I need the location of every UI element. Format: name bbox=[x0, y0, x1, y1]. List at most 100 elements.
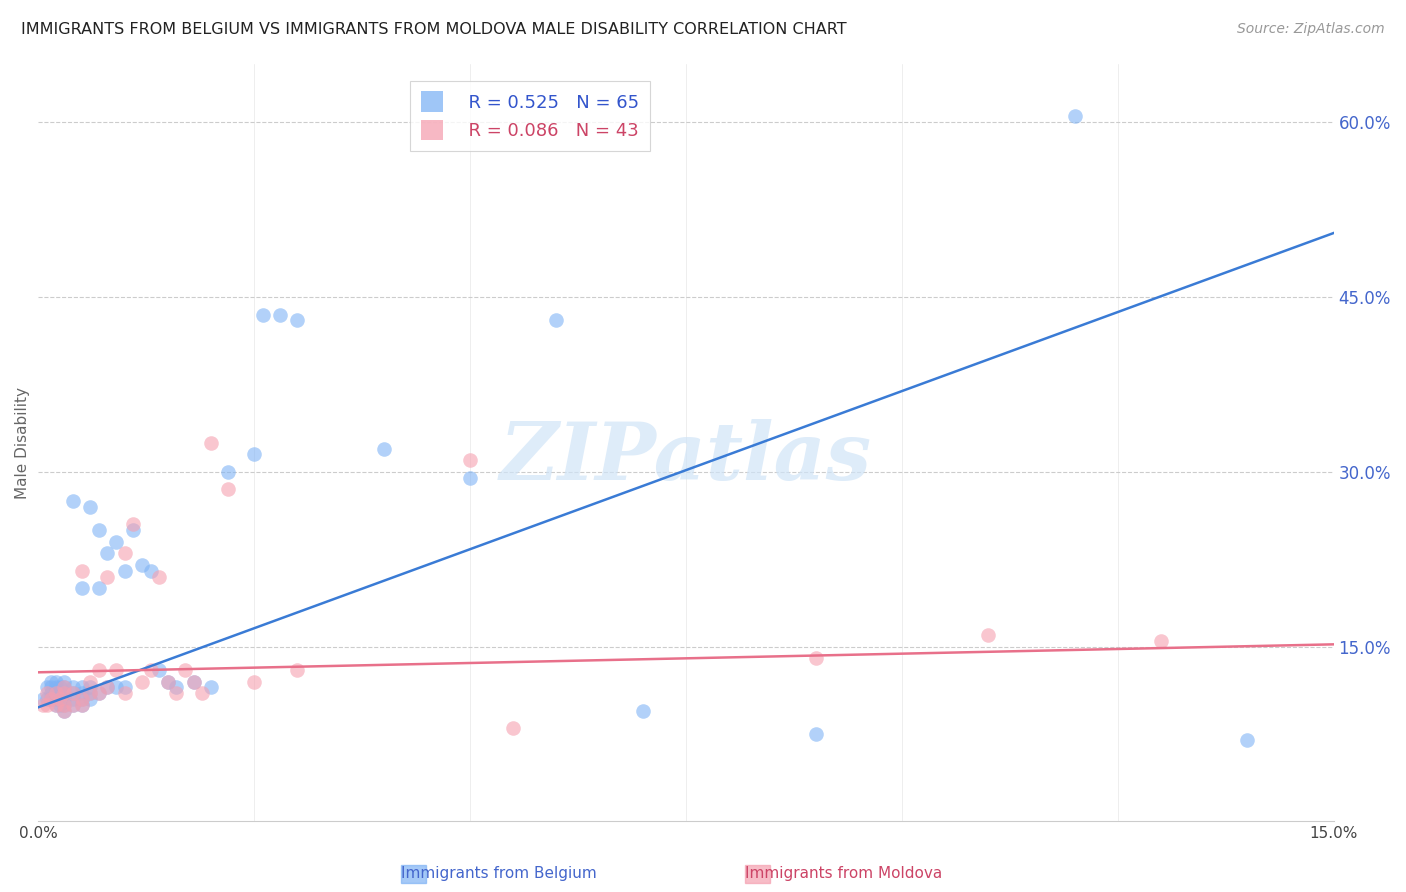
Point bbox=[156, 674, 179, 689]
Point bbox=[70, 582, 93, 596]
Point bbox=[87, 663, 110, 677]
Point bbox=[114, 686, 136, 700]
Point bbox=[122, 517, 145, 532]
Point bbox=[79, 686, 101, 700]
Point bbox=[45, 686, 67, 700]
Point bbox=[458, 471, 481, 485]
Point bbox=[31, 698, 53, 712]
Point bbox=[191, 686, 214, 700]
Point bbox=[243, 674, 266, 689]
Point bbox=[243, 447, 266, 461]
Point bbox=[45, 692, 67, 706]
Point bbox=[200, 681, 222, 695]
Point bbox=[139, 564, 162, 578]
Point bbox=[183, 674, 205, 689]
Point bbox=[217, 483, 239, 497]
Point bbox=[79, 692, 101, 706]
Point bbox=[458, 453, 481, 467]
Point bbox=[39, 692, 62, 706]
Point bbox=[49, 692, 72, 706]
Point bbox=[39, 686, 62, 700]
Point bbox=[166, 686, 188, 700]
Point bbox=[105, 534, 128, 549]
Point bbox=[45, 686, 67, 700]
Point bbox=[156, 674, 179, 689]
Point bbox=[174, 663, 197, 677]
Point bbox=[631, 704, 654, 718]
Point bbox=[53, 704, 76, 718]
Point bbox=[79, 500, 101, 514]
Point bbox=[45, 674, 67, 689]
Point bbox=[87, 582, 110, 596]
Point bbox=[62, 698, 84, 712]
Point bbox=[35, 698, 58, 712]
Point bbox=[183, 674, 205, 689]
Point bbox=[53, 674, 76, 689]
Point bbox=[79, 681, 101, 695]
Point bbox=[502, 721, 524, 735]
Point bbox=[70, 692, 93, 706]
Point bbox=[35, 692, 58, 706]
Point bbox=[87, 686, 110, 700]
Point bbox=[1150, 633, 1173, 648]
Point bbox=[45, 681, 67, 695]
Point bbox=[200, 435, 222, 450]
Point bbox=[70, 698, 93, 712]
Point bbox=[114, 564, 136, 578]
Point bbox=[217, 465, 239, 479]
Point bbox=[35, 681, 58, 695]
Point bbox=[53, 681, 76, 695]
Point bbox=[53, 698, 76, 712]
Point bbox=[373, 442, 395, 456]
Point bbox=[35, 686, 58, 700]
Point bbox=[105, 681, 128, 695]
Point bbox=[252, 308, 274, 322]
Point bbox=[70, 686, 93, 700]
Point bbox=[62, 686, 84, 700]
Point bbox=[31, 692, 53, 706]
Point bbox=[53, 681, 76, 695]
Point bbox=[96, 570, 118, 584]
Point bbox=[96, 681, 118, 695]
Text: IMMIGRANTS FROM BELGIUM VS IMMIGRANTS FROM MOLDOVA MALE DISABILITY CORRELATION C: IMMIGRANTS FROM BELGIUM VS IMMIGRANTS FR… bbox=[21, 22, 846, 37]
Point bbox=[39, 674, 62, 689]
Point bbox=[79, 686, 101, 700]
Point bbox=[804, 727, 827, 741]
Point bbox=[87, 686, 110, 700]
Point bbox=[105, 663, 128, 677]
Point bbox=[166, 681, 188, 695]
Point bbox=[287, 663, 309, 677]
Point bbox=[53, 698, 76, 712]
Y-axis label: Male Disability: Male Disability bbox=[15, 387, 30, 499]
Point bbox=[546, 313, 568, 327]
Point bbox=[79, 674, 101, 689]
Point bbox=[287, 313, 309, 327]
Point bbox=[53, 686, 76, 700]
Point bbox=[49, 698, 72, 712]
Point bbox=[114, 546, 136, 560]
Point bbox=[62, 494, 84, 508]
Point bbox=[96, 681, 118, 695]
Point bbox=[45, 698, 67, 712]
Point bbox=[114, 681, 136, 695]
Text: Immigrants from Belgium: Immigrants from Belgium bbox=[401, 866, 598, 881]
Point bbox=[39, 692, 62, 706]
Point bbox=[70, 698, 93, 712]
Point bbox=[62, 698, 84, 712]
Point bbox=[122, 523, 145, 537]
Point bbox=[45, 698, 67, 712]
Point bbox=[148, 663, 170, 677]
Point bbox=[70, 564, 93, 578]
Point bbox=[1063, 110, 1085, 124]
Point bbox=[39, 681, 62, 695]
Point bbox=[49, 681, 72, 695]
Point bbox=[131, 674, 153, 689]
Point bbox=[87, 523, 110, 537]
Point bbox=[70, 692, 93, 706]
Text: ZIPatlas: ZIPatlas bbox=[501, 419, 872, 497]
Point bbox=[269, 308, 291, 322]
Point bbox=[70, 681, 93, 695]
Point bbox=[148, 570, 170, 584]
Point bbox=[53, 686, 76, 700]
Point bbox=[131, 558, 153, 573]
